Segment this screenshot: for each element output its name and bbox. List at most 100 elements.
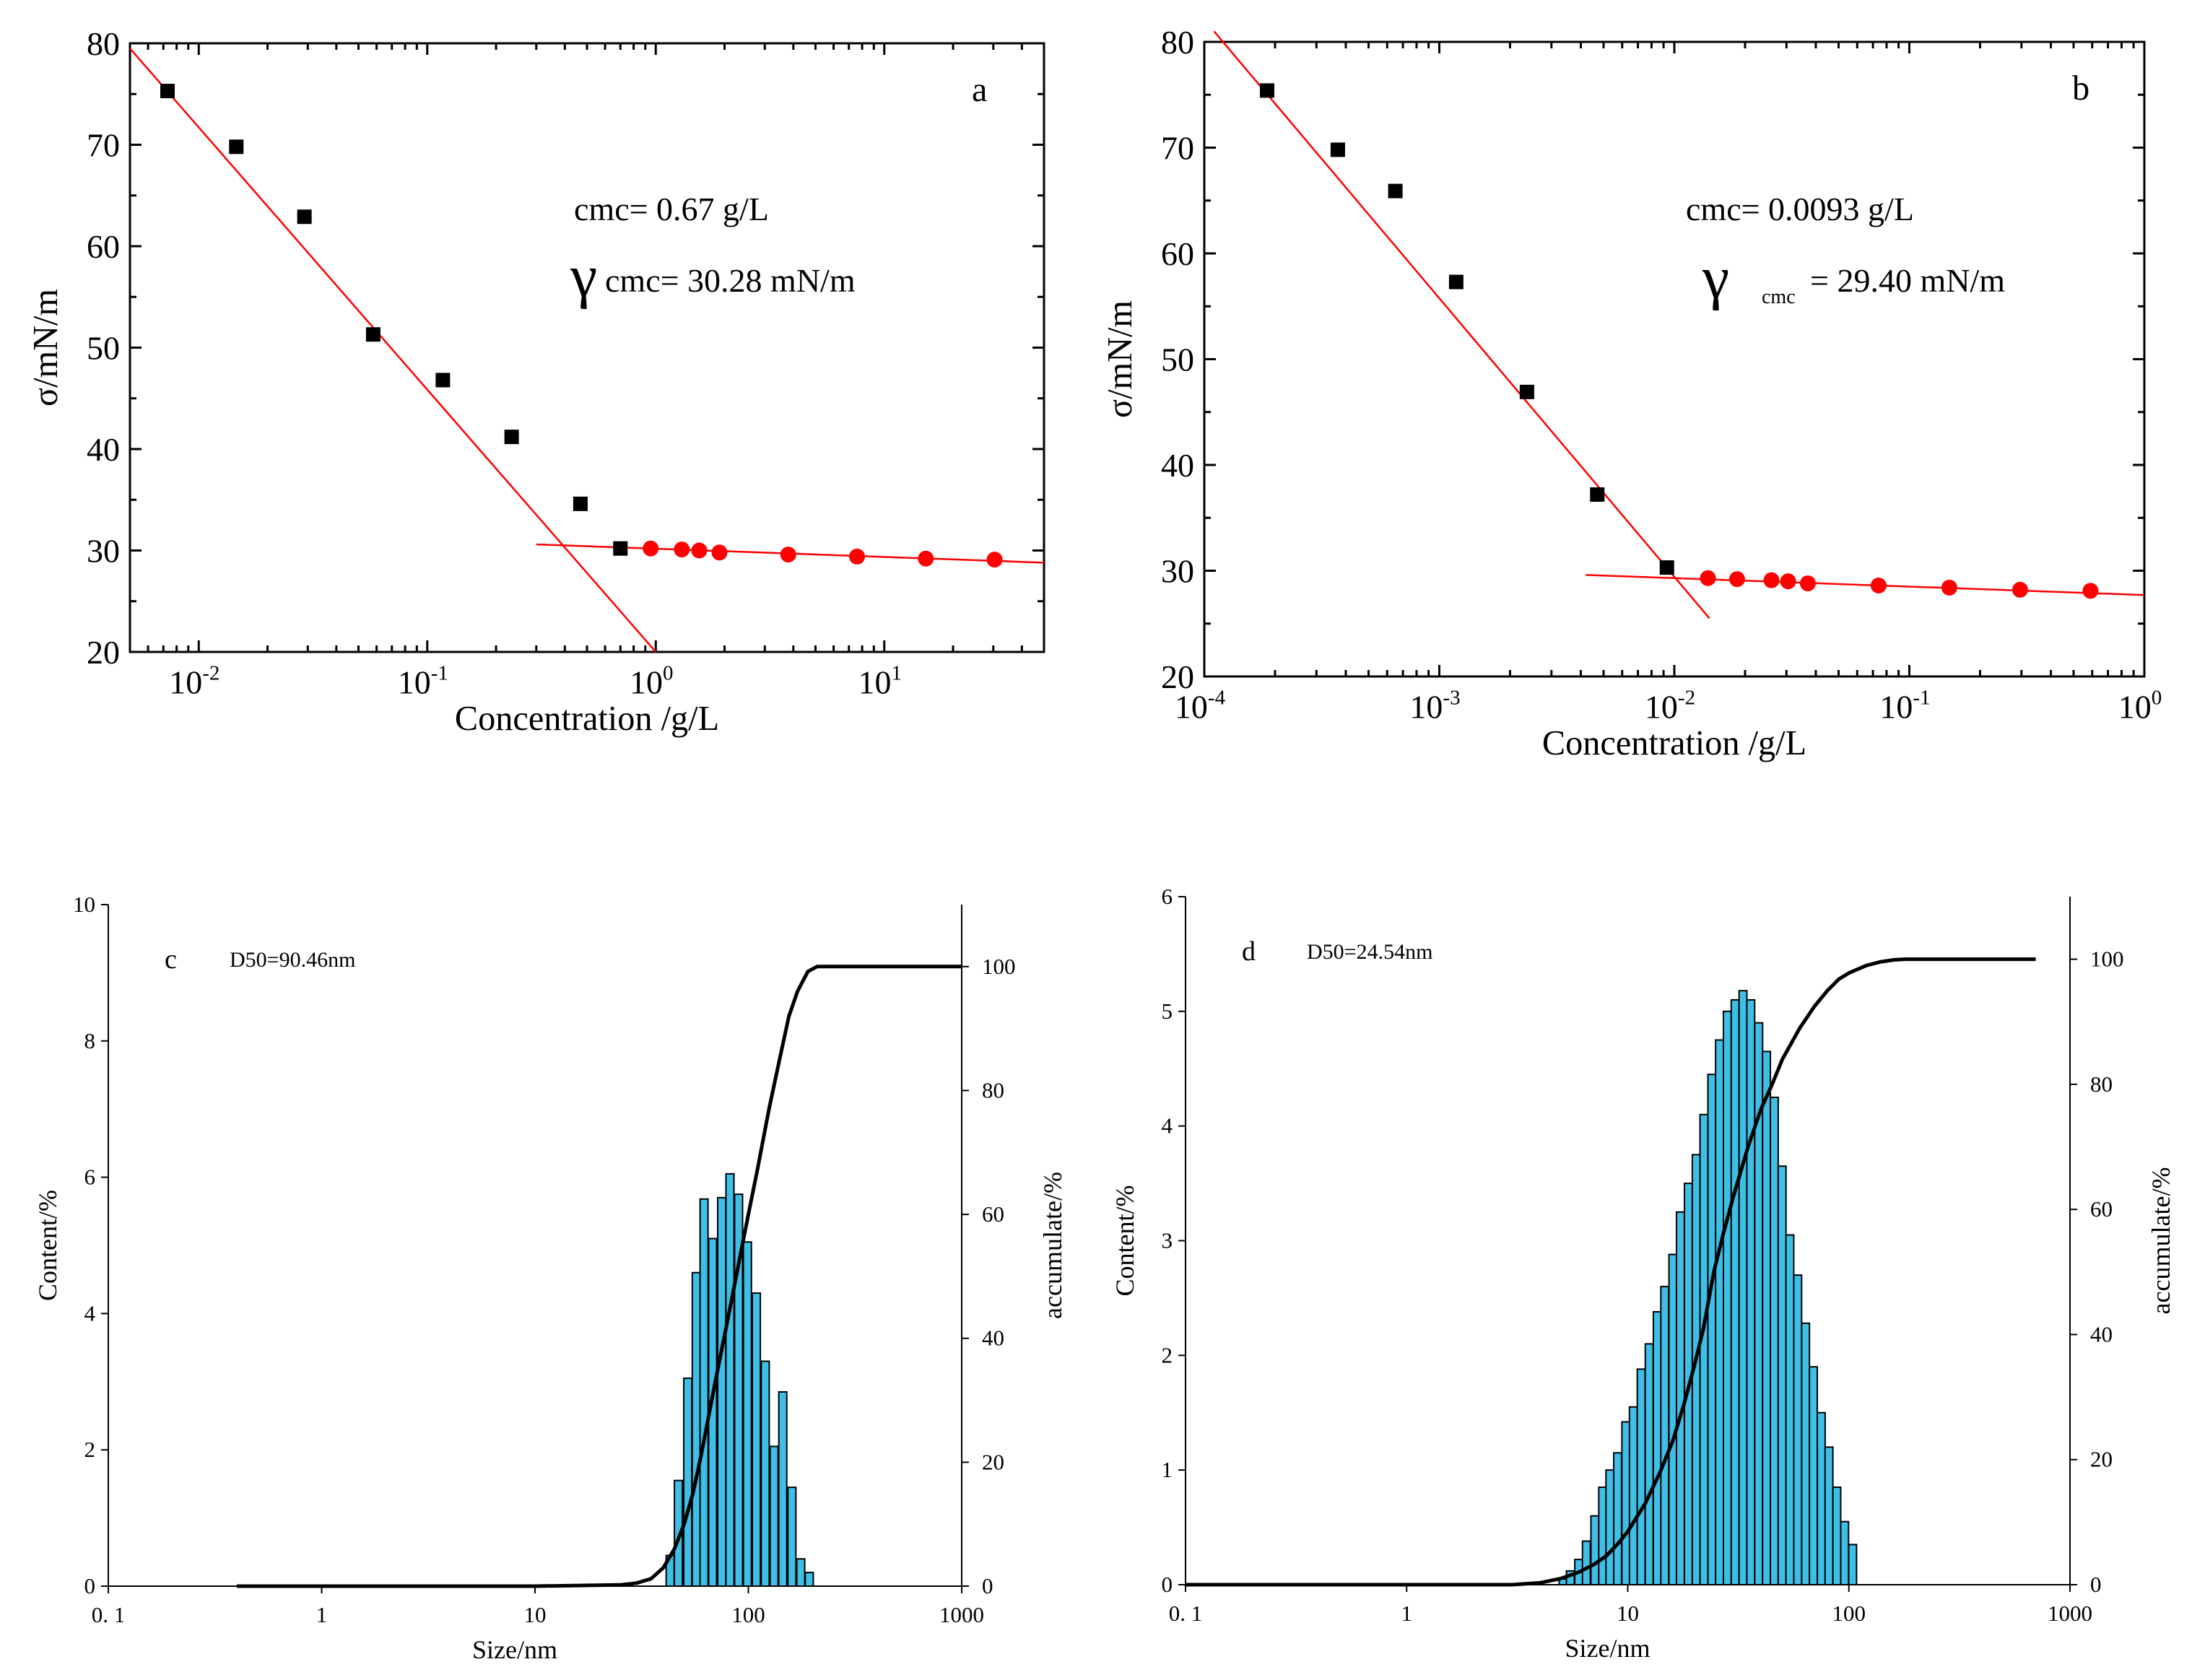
histogram-bar (742, 1241, 752, 1588)
y-axis-label: Content/% (33, 1190, 62, 1301)
panel-b-surface-tension-chart: 20 30 40 50 60 70 80 10-4 10-3 10-2 10-1 100 Concent… (1101, 24, 2162, 762)
d50-annotation: D50=24.54nm (1307, 940, 1432, 964)
y-tick-label: 3 (1162, 1228, 1173, 1253)
x-tick-label: 10-2 (1645, 687, 1695, 726)
data-point-circle (1799, 575, 1816, 592)
histogram-bar (1668, 1253, 1678, 1586)
y-tick-label: 10 (73, 892, 95, 917)
x-tick-label: 10 (524, 1602, 547, 1627)
x-tick-label: 10-1 (1879, 687, 1930, 726)
histogram-bar (1785, 1234, 1795, 1586)
x-tick-label: 10-4 (1175, 687, 1226, 726)
histogram-bar (1621, 1421, 1631, 1585)
histogram-bar (1801, 1322, 1811, 1585)
histogram-bar (1809, 1366, 1819, 1585)
plot-frame (129, 42, 1045, 653)
histogram-bar (1636, 1368, 1646, 1585)
histogram-bar (1730, 998, 1740, 1585)
histogram-bar (752, 1292, 762, 1587)
data-point-square (613, 541, 628, 556)
y-tick-label: 50 (1161, 341, 1194, 378)
x-tick-label: 10-3 (1409, 687, 1460, 726)
y-axis-label: σ/mN/m (27, 289, 65, 406)
histogram-bar (796, 1558, 806, 1587)
histogram-bar (769, 1445, 779, 1587)
x-tick-label: 10 (1617, 1601, 1639, 1626)
cumulative-curve (1186, 957, 2036, 1587)
data-point-square (435, 373, 451, 388)
panel-label: c (165, 944, 177, 975)
panel-label: b (2072, 69, 2089, 108)
data-point-square (573, 496, 588, 511)
y-tick-label: 40 (87, 431, 120, 468)
y-tick-label: 2 (84, 1437, 96, 1462)
y-tick-label: 0 (1162, 1572, 1173, 1597)
x-tick-label: 1 (1401, 1601, 1413, 1626)
histogram-bar (1707, 1074, 1717, 1585)
data-point-circle (1763, 572, 1780, 588)
gamma-cmc-annotation: = 29.40 mN/m (1810, 262, 2005, 299)
histogram-bar (1746, 998, 1756, 1585)
x-tick-label: 10-1 (398, 662, 448, 701)
x-tick-label: 101 (858, 662, 903, 701)
histogram-bar (1848, 1544, 1858, 1586)
data-point-circle (780, 547, 796, 563)
x-tick-label: 1 (316, 1602, 328, 1627)
data-point-circle (674, 541, 690, 558)
data-point-square (1448, 274, 1463, 290)
histogram-bar (1793, 1274, 1803, 1586)
histogram-bar (760, 1360, 770, 1587)
plot-frame (1203, 40, 2146, 678)
histogram-bar (725, 1172, 735, 1587)
data-point-circle (986, 552, 1003, 568)
x-tick-label: 100 (1832, 1601, 1866, 1626)
panel-a-surface-tension-chart: 20 30 40 50 60 70 80 10-2 10-1 100 101 Concentratio… (27, 25, 1045, 738)
x-tick-label: 1000 (2048, 1601, 2092, 1626)
panel-label: d (1242, 936, 1256, 967)
y2-tick-label: 80 (2090, 1071, 2113, 1097)
data-point-circle (1728, 571, 1745, 588)
histogram-bar (1832, 1486, 1842, 1586)
y-tick-label: 6 (84, 1165, 96, 1190)
y-tick-label: 20 (87, 634, 120, 671)
data-point-circle (1700, 570, 1716, 586)
data-point-circle (711, 544, 728, 561)
data-point-circle (2011, 581, 2028, 598)
y2-tick-label: 60 (2090, 1196, 2113, 1222)
data-point-square (1590, 487, 1605, 502)
data-point-square (365, 327, 380, 342)
histogram-bar (1738, 990, 1748, 1585)
cmc-annotation: cmc= 0.67 g/L (574, 191, 769, 227)
y-tick-label: 80 (1161, 24, 1194, 61)
d50-annotation: D50=90.46nm (230, 948, 355, 972)
data-point-circle (1941, 579, 1957, 596)
histogram-bar (691, 1271, 701, 1587)
data-point-circle (918, 550, 934, 567)
histogram-bar (1581, 1540, 1591, 1585)
data-point-circle (643, 540, 659, 557)
x-tick-label: 100 (2118, 687, 2162, 726)
y-tick-label: 0 (84, 1573, 96, 1598)
y2-tick-label: 40 (982, 1326, 1004, 1351)
data-point-square (1259, 83, 1274, 98)
y-tick-label: 4 (1162, 1113, 1173, 1139)
y2-tick-label: 20 (2090, 1447, 2113, 1472)
x-tick-label: 10-2 (169, 662, 219, 701)
fit-line (1213, 30, 1710, 619)
fit-line (129, 48, 657, 653)
histogram-bar (683, 1377, 693, 1587)
gamma-cmc-annotation: cmc= 30.28 mN/m (605, 262, 856, 299)
histogram-bar (699, 1198, 709, 1587)
y-tick-label: 70 (1161, 130, 1194, 167)
histogram-bar (1777, 1165, 1787, 1585)
y2-tick-label: 60 (982, 1201, 1004, 1227)
data-point-square (1519, 384, 1534, 399)
y-axis-label: Content/% (1110, 1185, 1139, 1297)
data-point-square (160, 84, 175, 99)
data-point-circle (1870, 578, 1887, 594)
histogram-bar (1715, 1039, 1725, 1585)
histogram-bar (1652, 1310, 1662, 1586)
histogram-bar (804, 1572, 814, 1588)
y2-axis-label: accumulate/% (1038, 1172, 1067, 1319)
y-tick-label: 6 (1162, 884, 1173, 909)
